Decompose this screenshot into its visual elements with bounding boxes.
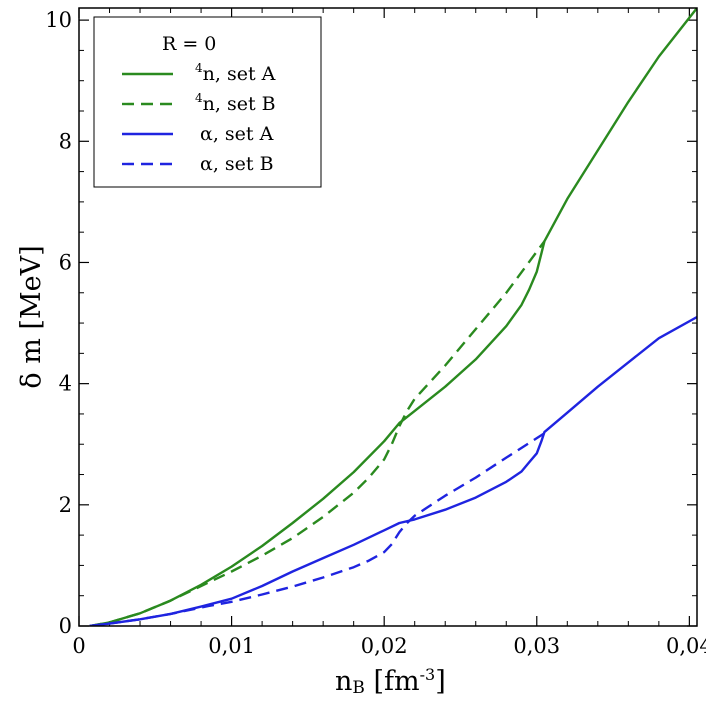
legend-title: R = 0: [162, 33, 216, 55]
x-tick-label: 0,02: [361, 634, 408, 658]
series-line-2: [89, 315, 697, 626]
y-tick-label: 2: [59, 493, 72, 517]
y-tick-label: 10: [45, 8, 72, 32]
series-group: [89, 8, 697, 626]
legend-label-main: n, set A: [203, 63, 276, 85]
x-axis-label-close: ]: [435, 666, 446, 697]
x-tick-label: 0,03: [513, 634, 560, 658]
legend-label-1: 4n, set B: [195, 91, 276, 115]
y-tick-label: 6: [59, 250, 72, 274]
y-tick-label: 0: [59, 614, 72, 638]
x-axis-label-unit: [fm: [365, 666, 420, 697]
x-axis-label-sub: B: [352, 678, 365, 698]
legend-label-sup: 4: [195, 91, 203, 105]
x-tick-label: 0: [72, 634, 85, 658]
x-tick-label: 0,04: [666, 634, 706, 658]
x-tick-label: 0,01: [208, 634, 255, 658]
series-line-1: [89, 240, 546, 626]
legend-label-2: α, set A: [200, 123, 274, 145]
legend: R = 0 4n, set A4n, set Bα, set Aα, set B: [93, 16, 322, 188]
y-tick-label: 8: [59, 129, 72, 153]
x-axis-label-base: n: [335, 666, 352, 697]
tick-group: 0 0,01 0,02 0,03 0,04 0 2 4 6 8 10: [45, 8, 706, 658]
x-axis-label-exponent: -3: [420, 665, 436, 684]
y-tick-label: 4: [59, 372, 72, 396]
x-axis-label: nB [fm-3]: [335, 665, 446, 698]
legend-label-sup: 4: [195, 61, 203, 75]
series-line-0: [89, 8, 697, 626]
plot-frame: [78, 7, 698, 627]
legend-label-0: 4n, set A: [195, 61, 276, 85]
legend-label-3: α, set B: [200, 153, 274, 175]
legend-label-main: n, set B: [203, 93, 276, 115]
series-line-3: [89, 432, 546, 626]
y-axis-label: δ m [MeV]: [16, 245, 47, 388]
legend-box: [93, 16, 322, 188]
